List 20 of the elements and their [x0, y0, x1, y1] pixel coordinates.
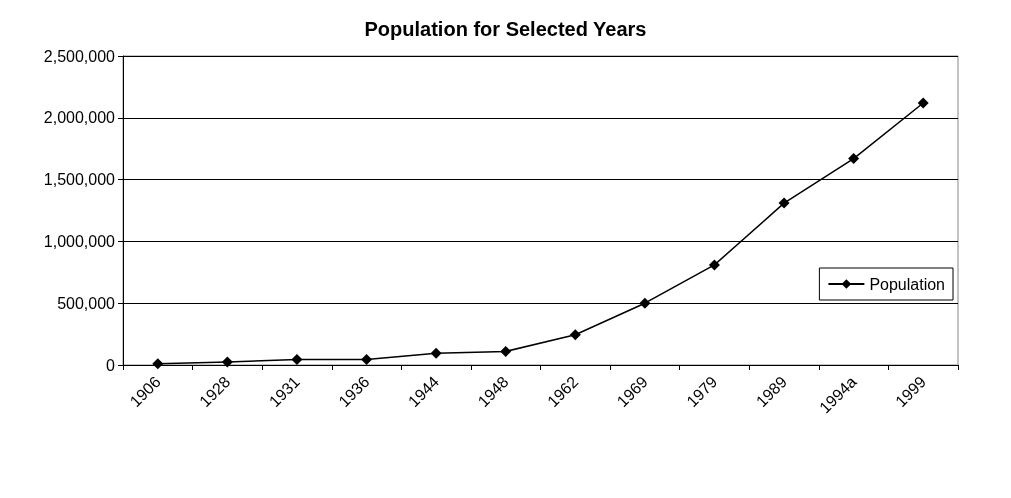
y-tick-label: 2,500,000: [43, 47, 116, 65]
y-tick-label: 1,000,000: [43, 232, 116, 250]
y-tick-label: 2,000,000: [43, 109, 116, 127]
point: [361, 353, 373, 365]
point: [639, 297, 651, 309]
point: [848, 153, 860, 165]
point: [291, 353, 303, 365]
point: [221, 356, 233, 368]
y-tick-label: 0: [106, 356, 116, 374]
point: [708, 259, 720, 271]
point: [917, 97, 929, 109]
y-tick-label: 500,000: [57, 294, 116, 312]
point: [500, 345, 512, 357]
point: [152, 358, 164, 370]
point: [430, 347, 442, 359]
legend-label: Population: [869, 275, 946, 293]
y-tick-label: 1,500,000: [43, 171, 116, 189]
point: [778, 197, 790, 209]
chart-title: Population for Selected Years: [364, 18, 647, 40]
point: [569, 329, 581, 341]
